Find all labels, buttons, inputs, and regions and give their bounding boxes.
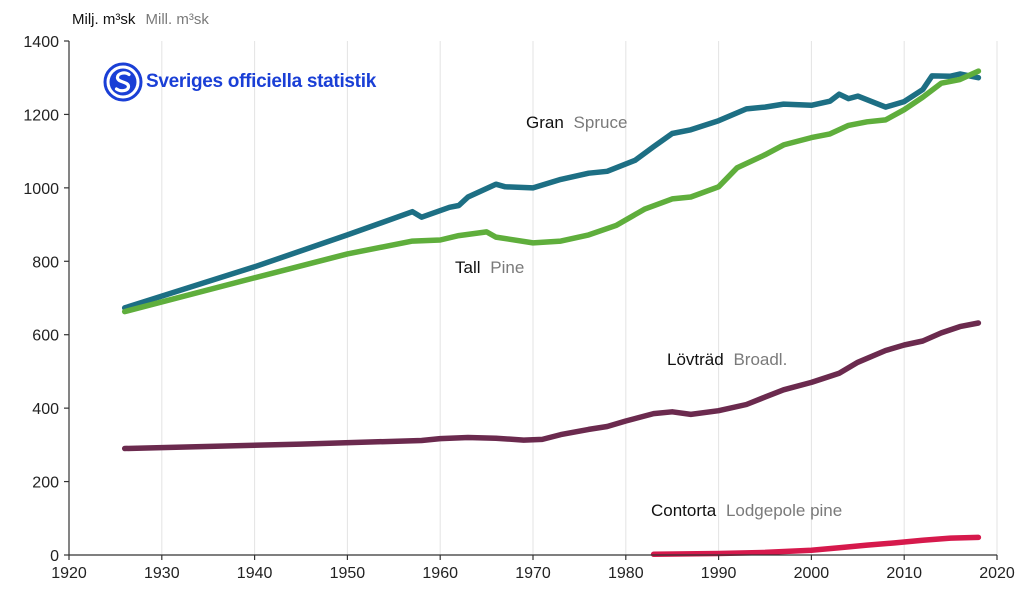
x-tick-label-1940: 1940 (237, 565, 273, 582)
series-label-lodgepole: Contorta Lodgepole pine (651, 501, 842, 520)
sos-logo-text: Sveriges officiella statistik (146, 71, 376, 92)
x-tick-label-1950: 1950 (330, 565, 366, 582)
series-label-spruce-en: Spruce (574, 113, 628, 132)
x-tick-label-2000: 2000 (794, 565, 830, 582)
series-line-lodgepole-pine (650, 534, 982, 558)
x-tick-label-2010: 2010 (886, 565, 922, 582)
series-label-spruce: Gran Spruce (526, 113, 627, 132)
x-tick-label-1920: 1920 (51, 565, 87, 582)
series-label-lodgepole-en: Lodgepole pine (726, 501, 842, 520)
y-tick-label-600: 600 (32, 328, 59, 345)
sos-logo-icon (103, 62, 143, 102)
x-tick-label-1990: 1990 (701, 565, 737, 582)
series-line-spruce (121, 71, 982, 311)
series-label-broadleaf: Lövträd Broadl. (667, 350, 787, 369)
series-lines (121, 68, 982, 558)
series-label-broadleaf-en: Broadl. (733, 350, 787, 369)
series-line-broadl (121, 320, 982, 452)
x-tick-label-1970: 1970 (515, 565, 551, 582)
series-label-spruce-sv: Gran (526, 113, 564, 132)
x-tick-label-1980: 1980 (608, 565, 644, 582)
x-tick-label-1930: 1930 (144, 565, 180, 582)
series-label-pine: Tall Pine (455, 258, 524, 277)
series-label-pine-en: Pine (490, 258, 524, 277)
series-line-pine (121, 68, 982, 315)
unit-label: Milj. m³sk Mill. m³sk (72, 11, 209, 28)
y-tick-label-1400: 1400 (23, 34, 59, 51)
y-tick-label-200: 200 (32, 475, 59, 492)
series-label-pine-sv: Tall (455, 258, 481, 277)
x-tick-label-1960: 1960 (422, 565, 458, 582)
grid-lines (161, 41, 998, 555)
y-tick-label-1200: 1200 (23, 107, 59, 124)
unit-label-en: Mill. m³sk (146, 11, 210, 28)
series-label-broadleaf-sv: Lövträd (667, 350, 724, 369)
axes: 1920 1930 1940 1950 1960 1970 1980 1990 2000 2010… (23, 34, 1014, 582)
y-tick-label-0: 0 (50, 548, 59, 565)
y-tick-label-1000: 1000 (23, 181, 59, 198)
series-label-lodgepole-sv: Contorta (651, 501, 717, 520)
x-tick-label-2020: 2020 (979, 565, 1015, 582)
y-tick-label-400: 400 (32, 401, 59, 418)
y-tick-label-800: 800 (32, 254, 59, 271)
unit-label-sv: Milj. m³sk (72, 11, 136, 28)
sos-logo: Sveriges officiella statistik (103, 62, 376, 102)
